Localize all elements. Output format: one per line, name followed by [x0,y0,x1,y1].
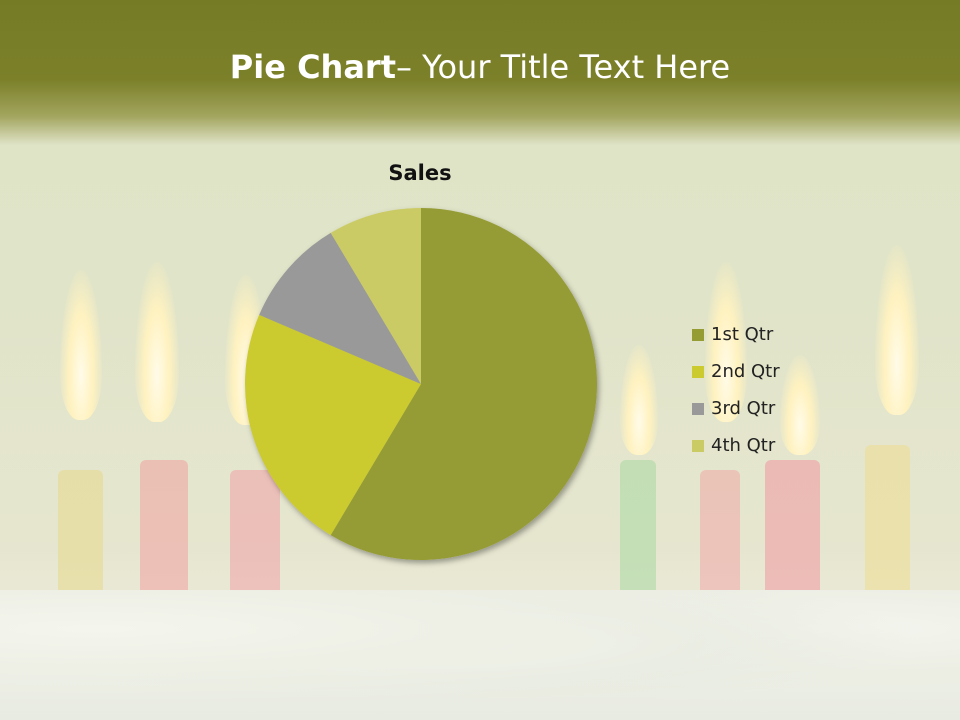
slide-title-rest: – Your Title Text Here [396,48,731,86]
legend-swatch [692,328,704,341]
legend-item: 4th Qtr [692,427,780,464]
title-bar [0,0,960,145]
legend-label: 2nd Qtr [711,361,780,382]
legend-swatch [692,365,704,378]
chart-legend: 1st Qtr 2nd Qtr 3rd Qtr 4th Qtr [692,316,780,464]
legend-item: 3rd Qtr [692,390,780,427]
pie-slice-4 [330,208,421,384]
legend-item: 2nd Qtr [692,353,780,390]
legend-item: 1st Qtr [692,316,780,353]
pie-slice-2 [245,314,421,536]
pie-slice-1 [330,208,597,560]
legend-swatch [692,402,704,415]
legend-label: 4th Qtr [711,435,776,456]
slide-title-bold: Pie Chart [229,48,396,86]
slide-title: Pie Chart– Your Title Text Here [0,48,960,86]
pie-slice-3 [259,232,421,384]
legend-label: 1st Qtr [711,324,774,345]
legend-label: 3rd Qtr [711,398,776,419]
legend-swatch [692,439,704,452]
chart-title: Sales [388,161,452,185]
